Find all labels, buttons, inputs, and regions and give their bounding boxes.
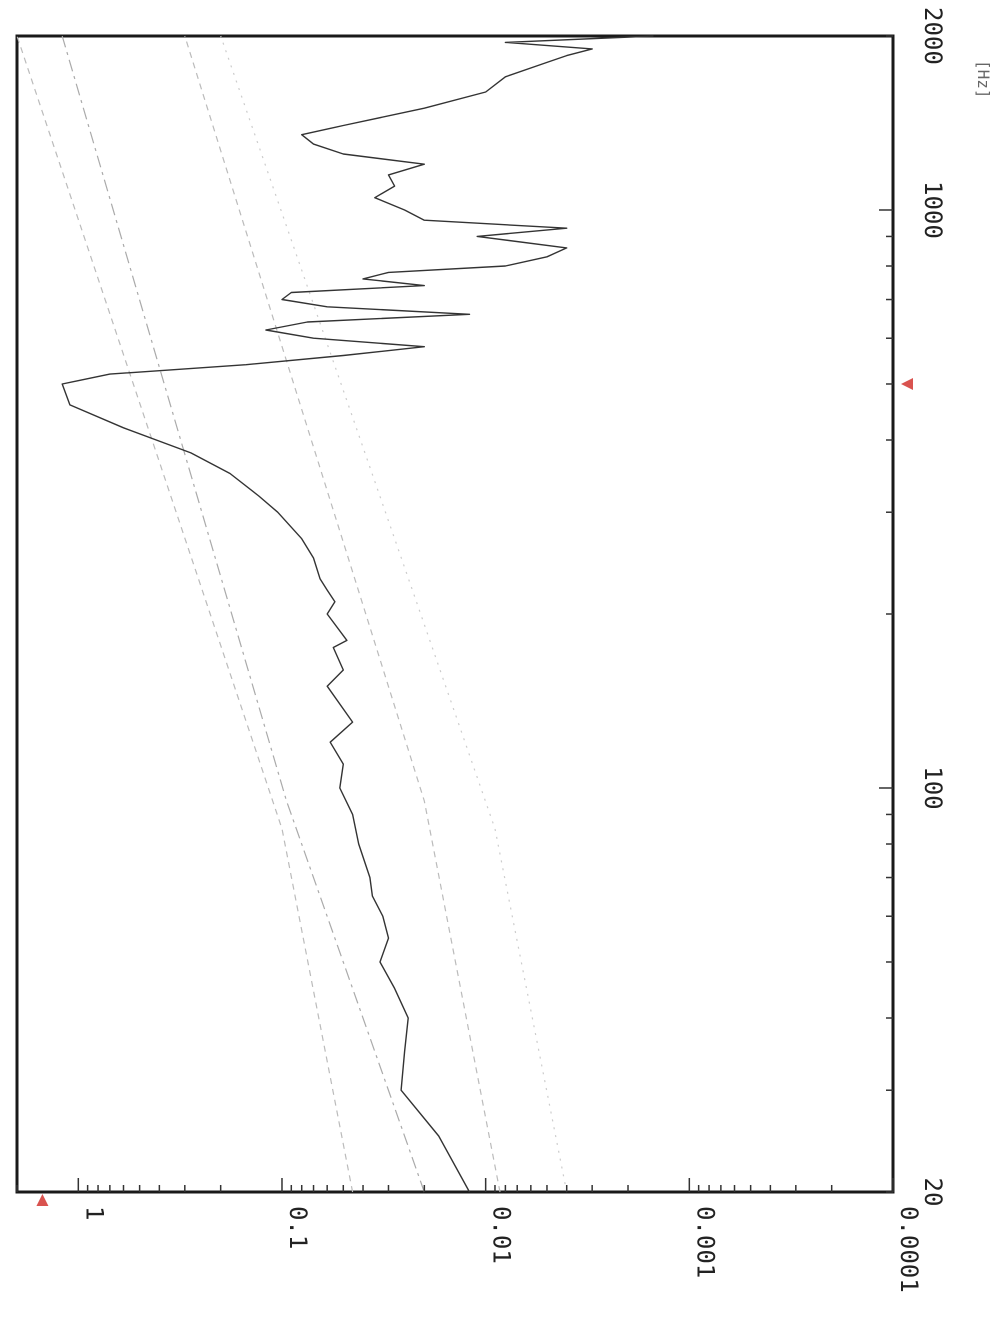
value-tick-label: 0.01: [488, 1206, 516, 1264]
freq-tick-label: 20: [919, 1178, 947, 1207]
marker-triangle: [901, 378, 913, 390]
value-tick-label: 0.0001: [895, 1206, 923, 1293]
marker-triangle: [36, 1194, 48, 1206]
freq-tick-label: 100: [919, 766, 947, 809]
x-axis-unit-label: [Hz]: [974, 60, 993, 99]
freq-tick-label: 2000: [919, 7, 947, 65]
plot-frame: [17, 36, 893, 1192]
freq-tick-label: 1000: [919, 181, 947, 239]
value-tick-label: 0.001: [691, 1206, 719, 1278]
value-tick-label: 1: [80, 1206, 108, 1220]
value-tick-label: 0.1: [284, 1206, 312, 1249]
